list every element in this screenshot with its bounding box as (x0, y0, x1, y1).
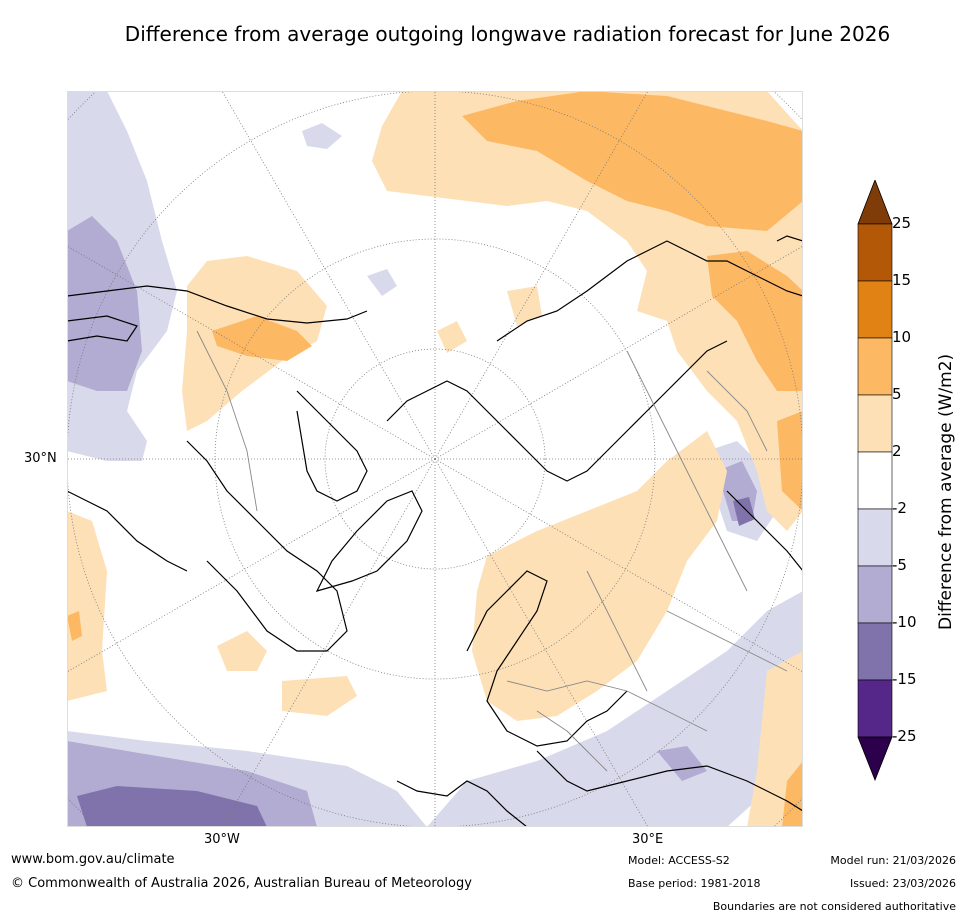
colorbar (855, 178, 955, 785)
colorbar-tick: 10 (892, 328, 912, 346)
colorbar-extend-bottom (857, 736, 893, 782)
base-period: Base period: 1981-2018 (628, 877, 761, 890)
anomaly-dark-purple-regions (77, 497, 755, 827)
colorbar-tick: 2 (892, 442, 902, 460)
graticule (67, 91, 803, 827)
issued-date: Issued: 23/03/2026 (849, 877, 956, 890)
olr-anomaly-map (67, 91, 803, 827)
map-title: Difference from average outgoing longwav… (124, 22, 891, 46)
colorbar-band-m2-m5 (857, 508, 893, 567)
colorbar-tick: -5 (892, 556, 907, 574)
colorbar-band-10-15 (857, 280, 893, 339)
colorbar-extend-top (857, 178, 893, 225)
colorbar-tick: 25 (892, 214, 912, 232)
footer-url: www.bom.gov.au/climate (11, 852, 175, 867)
colorbar-tick: -25 (892, 727, 917, 745)
longitude-label-west: 30°W (204, 832, 240, 847)
boundaries-disclaimer: Boundaries are not considered authoritat… (712, 900, 956, 913)
country-boundaries (196, 330, 788, 772)
anomaly-medium-orange-regions (67, 91, 803, 827)
latitude-label: 30°N (24, 451, 57, 466)
model-run-date: Model run: 21/03/2026 (830, 854, 956, 867)
colorbar-band-m5-m10 (857, 565, 893, 624)
colorbar-band-15-25 (857, 223, 893, 282)
colorbar-band-5-10 (857, 337, 893, 396)
colorbar-tick: 5 (892, 385, 902, 403)
model-name: Model: ACCESS-S2 (628, 854, 730, 867)
colorbar-band-neutral (857, 451, 893, 510)
colorbar-tick: -2 (892, 499, 907, 517)
footer-copyright: © Commonwealth of Australia 2026, Austra… (11, 876, 472, 891)
colorbar-band-m15-m25 (857, 679, 893, 738)
colorbar-band-2-5 (857, 394, 893, 453)
colorbar-band-m10-m15 (857, 622, 893, 681)
coastlines (67, 235, 803, 827)
colorbar-tick: -10 (892, 613, 917, 631)
colorbar-tick: 15 (892, 271, 912, 289)
colorbar-title: Difference from average (W/m2) (936, 353, 956, 630)
colorbar-tick: -15 (892, 670, 917, 688)
longitude-label-east: 30°E (632, 832, 664, 847)
